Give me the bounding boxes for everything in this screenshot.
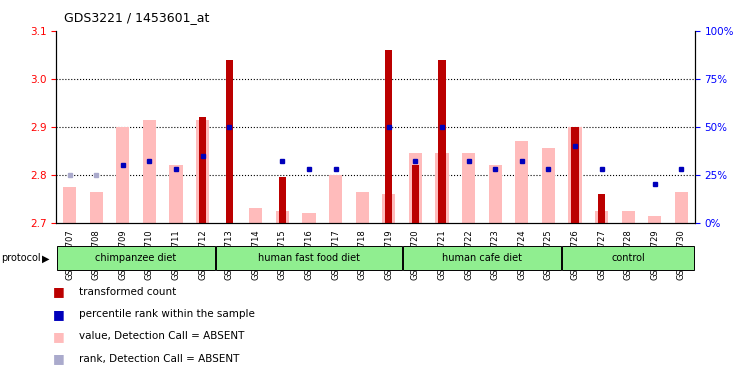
Text: transformed count: transformed count (79, 287, 176, 297)
Text: chimpanzee diet: chimpanzee diet (95, 253, 176, 263)
Bar (116, 127, 129, 223)
FancyBboxPatch shape (57, 246, 216, 270)
Bar (385, 50, 393, 223)
Bar (199, 117, 207, 223)
Text: human fast food diet: human fast food diet (258, 253, 360, 263)
Bar (436, 153, 448, 223)
Bar (303, 213, 315, 223)
Text: ■: ■ (53, 352, 65, 365)
Bar (674, 192, 688, 223)
Text: ■: ■ (53, 285, 65, 298)
Bar (170, 165, 182, 223)
Bar (355, 192, 369, 223)
FancyBboxPatch shape (562, 246, 694, 270)
Bar (572, 127, 578, 223)
Bar (595, 211, 608, 223)
Bar (329, 175, 342, 223)
Text: percentile rank within the sample: percentile rank within the sample (79, 309, 255, 319)
Text: human cafe diet: human cafe diet (442, 253, 522, 263)
Bar (412, 165, 419, 223)
Bar (622, 211, 635, 223)
FancyBboxPatch shape (216, 246, 402, 270)
Text: control: control (611, 253, 645, 263)
Bar (143, 119, 156, 223)
Bar (89, 192, 103, 223)
Bar (439, 60, 445, 223)
Text: ■: ■ (53, 308, 65, 321)
Text: ▶: ▶ (42, 253, 50, 263)
Bar (541, 148, 555, 223)
Bar (598, 194, 605, 223)
FancyBboxPatch shape (403, 246, 561, 270)
Bar (279, 177, 286, 223)
Bar (382, 194, 396, 223)
Bar (569, 127, 581, 223)
Bar (196, 119, 210, 223)
Bar (515, 141, 529, 223)
Text: ■: ■ (53, 330, 65, 343)
Bar (249, 209, 262, 223)
Bar (409, 153, 422, 223)
Bar (489, 165, 502, 223)
Text: value, Detection Call = ABSENT: value, Detection Call = ABSENT (79, 331, 244, 341)
Bar (63, 187, 77, 223)
Text: protocol: protocol (1, 253, 41, 263)
Bar (648, 215, 662, 223)
Text: rank, Detection Call = ABSENT: rank, Detection Call = ABSENT (79, 354, 240, 364)
Bar (462, 153, 475, 223)
Bar (276, 211, 289, 223)
Text: GDS3221 / 1453601_at: GDS3221 / 1453601_at (64, 12, 210, 25)
Bar (225, 60, 233, 223)
